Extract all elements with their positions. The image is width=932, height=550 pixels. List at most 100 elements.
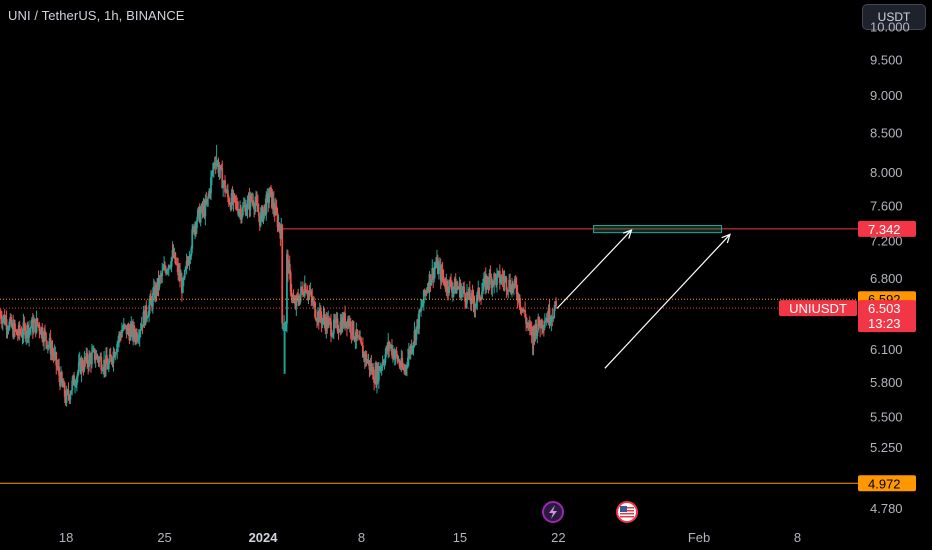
candle-body [416,319,419,327]
candle-body [291,296,294,298]
candle-body [136,332,138,341]
candle-body [509,279,512,290]
candle-body [377,366,380,381]
candle-body [527,323,529,326]
candle-body [250,195,253,201]
candle-body [458,282,461,289]
price-tick-label: 7.600 [870,198,903,213]
candle-body [511,283,513,294]
currency-button[interactable]: USDT [862,4,926,30]
us-flag-icon[interactable] [616,501,638,523]
candle-body [47,344,50,346]
candle-body [256,203,259,212]
candle-body [26,324,29,335]
price-tag-7342: 7.342 [868,222,901,237]
candle-body [262,210,265,222]
candle-body [382,362,385,364]
candle-body [93,348,96,361]
candle-body [369,363,372,370]
candle-body [233,194,236,197]
candle-body [525,316,527,324]
candle-body [394,350,397,356]
candle-body [439,265,442,281]
flag-stripe [620,516,634,518]
candle-body [445,280,448,289]
candle-body [449,279,451,281]
candle-body [134,334,136,340]
candle-body [363,352,366,361]
candle-body [482,287,484,292]
candle-body [198,206,201,223]
candle-body [283,323,286,325]
candle-body [17,324,20,336]
candle-body [18,324,21,333]
arrow-head [622,228,633,239]
candle-body [433,269,436,280]
candle-body [488,272,491,285]
candle-body [115,351,118,354]
candle-body [354,340,357,342]
price-tick-label: 6.100 [870,342,903,357]
candle-body [52,352,55,357]
candle-body [214,163,217,166]
candle-body [142,311,145,328]
candle-body [85,352,88,361]
candle-body [10,317,13,327]
candle-body [227,197,230,204]
candle-body [193,226,196,234]
candle-body [35,318,38,333]
candle-body [219,165,222,171]
candle-body [522,308,525,311]
candle-body [90,352,93,365]
candle-body [286,254,288,324]
candle-body [529,327,532,329]
candle-body [501,276,504,280]
candle-body [413,330,416,343]
candle-body [429,274,432,286]
candle-body [225,191,227,193]
candle-body [96,354,99,359]
candle-body [94,359,97,361]
candle-body [187,262,190,265]
candle-body [384,354,387,364]
candle-body [67,390,70,396]
candle-body [152,286,155,293]
candle-body [461,289,464,291]
candle-body [415,326,418,341]
candle-body [427,287,430,291]
candle-body [118,334,120,341]
candle-body [318,308,321,323]
candle-body [20,333,23,337]
candle-body [62,382,65,388]
lightning-icon[interactable] [542,501,564,523]
candle-body [402,367,405,369]
candle-body [192,226,195,230]
candle-body [109,354,112,357]
candle-body [64,396,67,404]
candle-body [342,317,345,326]
candle-body [164,265,166,270]
candle-body [150,296,152,300]
candle-body [229,203,232,210]
candle-body [71,380,74,391]
candle-body [73,375,75,386]
candle-body [538,317,541,326]
candle-body [292,296,295,303]
candle-body [451,287,453,293]
candle-body [375,369,377,385]
candle-body [19,332,22,334]
candle-body [452,286,455,290]
candle-body [484,275,487,290]
candle-body [196,220,198,228]
candle-body [417,319,420,329]
candle-body [325,316,328,331]
candle-body [310,291,313,297]
candle-body [166,270,168,274]
candle-body [467,288,470,296]
candle-body [270,187,272,190]
candle-body [171,249,174,258]
candle-body [316,320,318,322]
candle-body [21,335,24,337]
candle-body [232,194,235,203]
